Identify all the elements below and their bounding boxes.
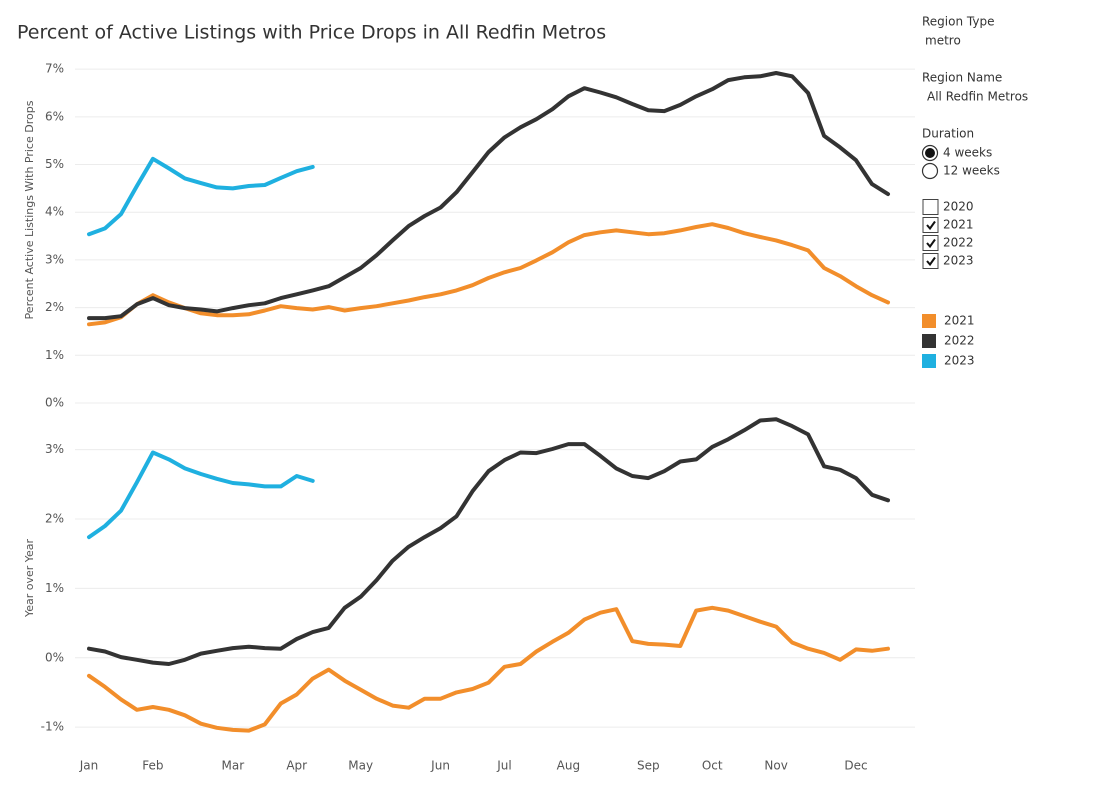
y-tick-label: 4% <box>45 205 64 219</box>
x-tick-label: Mar <box>221 759 244 773</box>
x-tick-label: Jul <box>496 759 511 773</box>
x-tick-label: Nov <box>764 759 787 773</box>
checkbox-label[interactable]: 2020 <box>943 200 974 214</box>
filter-label: Region Name <box>922 71 1002 85</box>
y-tick-label: 1% <box>45 348 64 362</box>
filter-value[interactable]: metro <box>925 34 961 48</box>
x-tick-label: Sep <box>637 759 660 773</box>
x-tick-label: May <box>348 759 373 773</box>
radio-button[interactable] <box>921 162 939 180</box>
y-tick-label: 2% <box>45 512 64 526</box>
filter-label: Region Type <box>922 15 994 29</box>
legend-swatch <box>922 354 936 368</box>
x-tick-label: Apr <box>286 759 307 773</box>
legend-label: 2023 <box>944 354 975 368</box>
radio-label[interactable]: 12 weeks <box>943 164 1000 178</box>
y-axis-label: Year over Year <box>23 538 36 618</box>
checkmark <box>926 238 936 249</box>
checkbox[interactable] <box>922 217 939 233</box>
chart-title: Percent of Active Listings with Price Dr… <box>17 22 606 44</box>
filter-label: Duration <box>922 127 974 141</box>
series-line <box>87 450 315 540</box>
series-line <box>87 605 890 733</box>
checkmark <box>926 220 936 231</box>
y-tick-label: 0% <box>45 396 64 410</box>
legend-label: 2022 <box>944 334 975 348</box>
y-tick-label: 1% <box>45 581 64 595</box>
y-tick-label: 6% <box>45 109 64 123</box>
y-tick-label: 2% <box>45 300 64 314</box>
x-tick-label: Jun <box>430 759 450 773</box>
series-line <box>87 417 890 666</box>
checkbox-label[interactable]: 2021 <box>943 218 974 232</box>
checkbox[interactable] <box>922 199 939 215</box>
y-tick-label: 0% <box>45 650 64 664</box>
x-tick-label: Oct <box>702 759 723 773</box>
x-tick-label: Jan <box>79 759 99 773</box>
series-line <box>87 222 890 327</box>
radio-dot <box>925 148 935 158</box>
y-tick-label: 3% <box>45 252 64 266</box>
checkbox[interactable] <box>922 235 939 251</box>
series-line <box>87 71 890 321</box>
y-axis-label: Percent Active Listings With Price Drops <box>23 100 36 319</box>
legend-swatch <box>922 314 936 328</box>
legend-swatch <box>922 334 936 348</box>
y-tick-label: 7% <box>45 62 64 76</box>
radio-label[interactable]: 4 weeks <box>943 146 992 160</box>
filter-value[interactable]: All Redfin Metros <box>927 90 1028 104</box>
x-tick-label: Dec <box>844 759 867 773</box>
legend-label: 2021 <box>944 314 975 328</box>
y-tick-label: 5% <box>45 157 64 171</box>
y-tick-label: 3% <box>45 442 64 456</box>
checkbox-label[interactable]: 2022 <box>943 236 974 250</box>
x-tick-label: Aug <box>557 759 580 773</box>
checkmark <box>926 256 936 267</box>
y-tick-label: -1% <box>41 720 64 734</box>
checkbox[interactable] <box>922 253 939 269</box>
x-tick-label: Feb <box>142 759 163 773</box>
series-line <box>87 156 315 237</box>
checkbox-label[interactable]: 2023 <box>943 254 974 268</box>
